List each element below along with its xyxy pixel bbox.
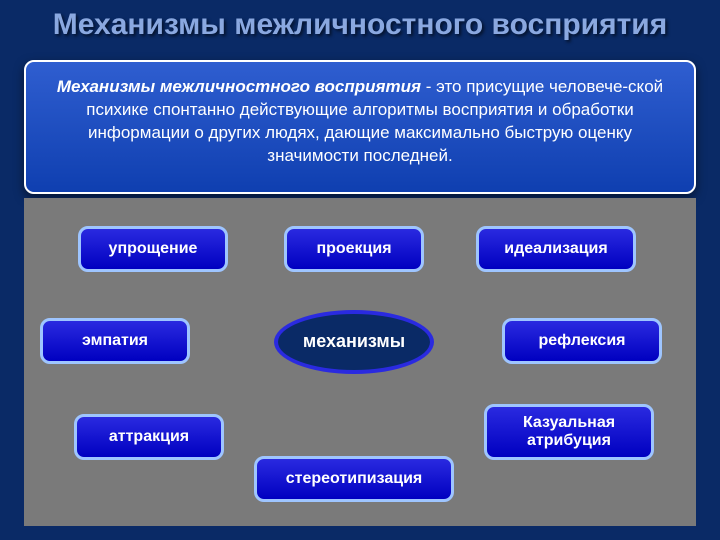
node-label: аттракция <box>109 428 189 446</box>
node-label: проекция <box>316 240 391 258</box>
node-projection: проекция <box>284 226 424 272</box>
center-node-mechanisms: механизмы <box>274 310 434 374</box>
node-causal-attribution: Казуальная атрибуция <box>484 404 654 460</box>
center-label: механизмы <box>303 332 405 352</box>
diagram-area: упрощение проекция идеализация эмпатия р… <box>24 198 696 526</box>
node-label: идеализация <box>504 240 607 258</box>
callout-lead: Механизмы межличностного восприятия <box>57 77 421 96</box>
node-stereotyping: стереотипизация <box>254 456 454 502</box>
node-label: упрощение <box>109 240 198 258</box>
node-label: рефлексия <box>539 332 626 350</box>
node-reflection: рефлексия <box>502 318 662 364</box>
node-empathy: эмпатия <box>40 318 190 364</box>
node-label: Казуальная атрибуция <box>495 414 643 451</box>
node-label: стереотипизация <box>286 470 423 488</box>
node-label: эмпатия <box>82 332 148 350</box>
node-idealization: идеализация <box>476 226 636 272</box>
definition-callout: Механизмы межличностного восприятия - эт… <box>24 60 696 194</box>
node-simplification: упрощение <box>78 226 228 272</box>
slide: Механизмы межличностного восприятия Меха… <box>0 0 720 540</box>
node-attraction: аттракция <box>74 414 224 460</box>
slide-title: Механизмы межличностного восприятия <box>0 8 720 41</box>
